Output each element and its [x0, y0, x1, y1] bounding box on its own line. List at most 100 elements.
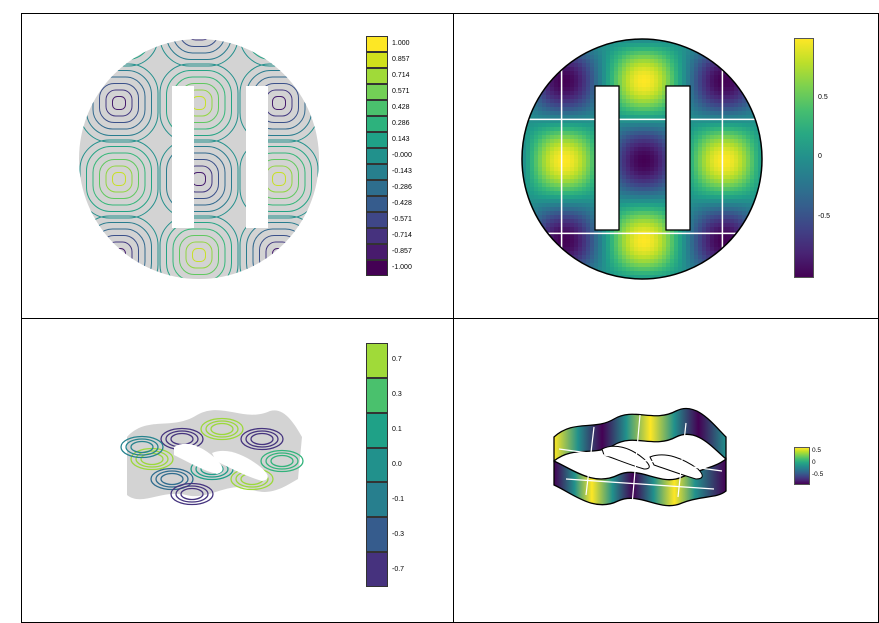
- heat-cell: [638, 95, 643, 100]
- heat-cell: [522, 51, 527, 56]
- contour-line: [112, 96, 126, 110]
- heat-cell: [542, 111, 547, 116]
- heat-cell: [674, 75, 679, 80]
- heat-cell: [690, 275, 695, 279]
- heat-cell: [550, 215, 555, 220]
- heat-cell: [578, 39, 583, 44]
- colorbar-swatch: [366, 260, 388, 276]
- heat-cell: [586, 151, 591, 156]
- heat-cell: [638, 143, 643, 148]
- heat-cell: [662, 59, 667, 64]
- heat-cell: [586, 111, 591, 116]
- heat-cell: [534, 163, 539, 168]
- heat-cell: [650, 83, 655, 88]
- heat-cell: [530, 123, 535, 128]
- heat-cell: [582, 219, 587, 224]
- heat-cell: [526, 255, 531, 260]
- heat-cell: [690, 191, 695, 196]
- heat-cell: [654, 103, 659, 108]
- heat-cell: [698, 179, 703, 184]
- colorbar-label: -1.000: [392, 264, 412, 271]
- heat-cell: [730, 263, 735, 268]
- heat-cell: [534, 175, 539, 180]
- heat-cell: [682, 255, 687, 260]
- heat-cell: [634, 87, 639, 92]
- heat-cell: [566, 191, 571, 196]
- heat-cell: [734, 63, 739, 68]
- colorbar-swatch: [366, 552, 388, 587]
- heat-cell: [658, 179, 663, 184]
- heat-cell: [578, 171, 583, 176]
- heat-cell: [550, 223, 555, 228]
- heat-cell: [706, 115, 711, 120]
- heat-cell: [738, 51, 743, 56]
- heat-cell: [706, 123, 711, 128]
- heat-cell: [694, 275, 699, 279]
- heat-cell: [558, 139, 563, 144]
- contour-line: [99, 39, 139, 47]
- heat-cell: [522, 199, 527, 204]
- heat-cell: [730, 39, 735, 44]
- heat-cell: [622, 243, 627, 248]
- domain-outline: [521, 38, 763, 280]
- heat-cell: [586, 251, 591, 256]
- heat-cell: [530, 235, 535, 240]
- heat-cell: [634, 91, 639, 96]
- heat-cell: [694, 131, 699, 136]
- heat-cell: [534, 115, 539, 120]
- heat-cell: [546, 151, 551, 156]
- heat-cell: [702, 99, 707, 104]
- heat-cell: [650, 163, 655, 168]
- heat-cell: [594, 259, 599, 264]
- heat-cell: [710, 251, 715, 256]
- heat-cell: [698, 203, 703, 208]
- heat-cell: [582, 71, 587, 76]
- heat-cell: [698, 131, 703, 136]
- heat-cell: [626, 179, 631, 184]
- heat-cell: [646, 135, 651, 140]
- heat-cell: [590, 195, 595, 200]
- heat-cell: [598, 55, 603, 60]
- heat-cell: [646, 63, 651, 68]
- heat-cell: [646, 211, 651, 216]
- heat-cell: [642, 67, 647, 72]
- heat-cell: [714, 171, 719, 176]
- heat-cell: [526, 131, 531, 136]
- heat-cell: [694, 179, 699, 184]
- heat-cell: [702, 215, 707, 220]
- heat-cell: [582, 75, 587, 80]
- heat-cell: [562, 111, 567, 116]
- heat-cell: [722, 179, 727, 184]
- heat-cell: [678, 251, 683, 256]
- heat-cell: [702, 179, 707, 184]
- heat-cell: [590, 163, 595, 168]
- heat-cell: [714, 271, 719, 276]
- heat-cell: [738, 207, 743, 212]
- heat-cell: [658, 259, 663, 264]
- heat-cell: [690, 187, 695, 192]
- heat-cell: [738, 235, 743, 240]
- heat-cell: [558, 95, 563, 100]
- heat-cell: [522, 147, 527, 152]
- heat-cell: [750, 127, 755, 132]
- heat-cell: [682, 79, 687, 84]
- heat-cell: [634, 267, 639, 272]
- heat-cell: [570, 263, 575, 268]
- heat-cell: [718, 151, 723, 156]
- heat-cell: [742, 147, 747, 152]
- heat-cell: [706, 83, 711, 88]
- heat-cell: [658, 51, 663, 56]
- heat-cell: [702, 111, 707, 116]
- heat-cell: [690, 79, 695, 84]
- heat-cell: [526, 151, 531, 156]
- heat-cell: [654, 259, 659, 264]
- heat-cell: [690, 111, 695, 116]
- heat-cell: [554, 155, 559, 160]
- heat-cell: [650, 175, 655, 180]
- heat-cell: [698, 103, 703, 108]
- heat-cell: [666, 239, 671, 244]
- heat-cell: [726, 263, 731, 268]
- heat-cell: [694, 143, 699, 148]
- heat-cell: [582, 135, 587, 140]
- heat-cell: [646, 95, 651, 100]
